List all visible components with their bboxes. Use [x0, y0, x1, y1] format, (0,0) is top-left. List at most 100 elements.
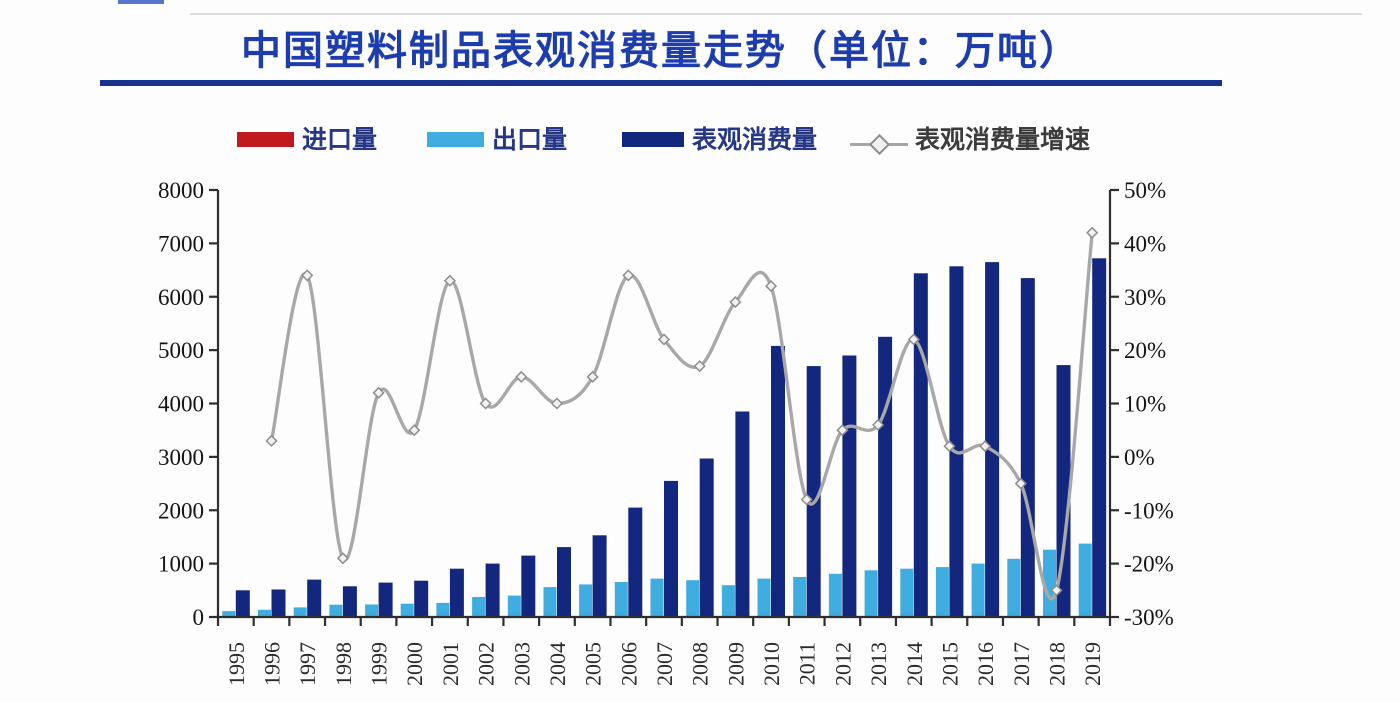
- bar-export-2001: [436, 602, 450, 617]
- bar-export-2011: [793, 577, 807, 617]
- bar-export-2013: [864, 570, 878, 617]
- growth-marker-2016: [979, 440, 992, 453]
- bar-export-2009: [721, 585, 735, 617]
- left-tick-label: 4000: [158, 392, 204, 417]
- bar-consumption-2002: [485, 563, 500, 617]
- growth-line: [269, 231, 1094, 601]
- growth-marker-2012: [836, 424, 849, 437]
- year-label: 1995: [224, 642, 249, 686]
- bar-consumption-2005: [592, 535, 607, 617]
- growth-marker-2010: [764, 280, 778, 293]
- growth-marker-2001: [443, 274, 456, 287]
- right-tick-label: 10%: [1124, 392, 1166, 417]
- year-label: 2015: [937, 642, 962, 686]
- bar-export-2016: [971, 563, 985, 617]
- growth-marker-2017: [1014, 477, 1027, 490]
- right-tick-label: 20%: [1124, 338, 1166, 363]
- growth-marker-2003: [515, 370, 528, 383]
- growth-marker-1999: [372, 386, 385, 399]
- bar-export-1998: [329, 604, 343, 617]
- year-label: 2019: [1080, 642, 1105, 686]
- legend-swatch-consumption: [622, 132, 684, 147]
- growth-marker-2019: [1086, 226, 1099, 239]
- left-tick-label: 0: [193, 605, 205, 630]
- bar-consumption-2010: [771, 345, 785, 617]
- bar-consumption-2017: [1020, 278, 1035, 617]
- growth-marker-1996: [265, 434, 278, 447]
- growth-marker-2007: [657, 333, 671, 346]
- axes-group: [209, 188, 1119, 626]
- growth-marker-1998: [336, 552, 349, 565]
- bar-export-2017: [1007, 558, 1021, 617]
- year-label: 1996: [260, 642, 285, 686]
- bar-consumption-2019: [1092, 258, 1107, 617]
- bar-consumption-2015: [949, 266, 964, 617]
- right-tick-label: 0%: [1124, 445, 1155, 470]
- bar-consumption-2014: [913, 273, 928, 617]
- legend-swatch-import: [237, 132, 294, 147]
- growth-marker-2008: [693, 360, 706, 373]
- bars-group: [222, 258, 1107, 617]
- year-label: 2000: [402, 642, 427, 686]
- left-tick-label: 5000: [158, 338, 204, 363]
- year-label: 1997: [295, 642, 320, 686]
- growth-marker-2005: [586, 370, 599, 383]
- year-label: 2014: [902, 642, 927, 686]
- right-tick-label: 30%: [1124, 285, 1166, 310]
- growth-marker-1997: [301, 269, 314, 282]
- year-label: 2012: [830, 642, 855, 686]
- right-tick-label: -20%: [1124, 552, 1174, 577]
- bar-consumption-2003: [521, 555, 536, 617]
- bar-consumption-2016: [985, 262, 1000, 617]
- right-tick-label: -10%: [1124, 498, 1174, 523]
- year-label: 2018: [1045, 642, 1070, 686]
- bar-export-2019: [1078, 543, 1092, 617]
- bar-export-1995: [222, 611, 236, 617]
- year-label: 2009: [723, 642, 748, 686]
- legend-label-export: 出口量: [492, 126, 568, 154]
- bar-consumption-1997: [307, 579, 322, 617]
- growth-marker-2009: [729, 296, 742, 309]
- bar-consumption-2009: [735, 411, 750, 617]
- left-tick-label: 8000: [158, 178, 204, 203]
- year-label: 2016: [973, 642, 998, 686]
- growth-marker-2014: [907, 333, 920, 346]
- right-tick-label: 50%: [1124, 178, 1166, 203]
- growth-marker-2004: [550, 397, 564, 410]
- bar-export-2010: [757, 578, 771, 617]
- right-tick-label: -30%: [1124, 605, 1174, 630]
- year-label: 2007: [652, 642, 677, 686]
- bar-export-1996: [258, 609, 271, 617]
- left-tick-label: 6000: [158, 285, 204, 310]
- bar-export-2008: [686, 580, 700, 617]
- page-title: 中国塑料制品表观消费量走势（单位：万吨）: [241, 29, 1081, 73]
- growth-line-group: [265, 226, 1099, 601]
- left-tick-label: 2000: [158, 498, 204, 523]
- growth-marker-2013: [872, 418, 885, 431]
- bar-export-1999: [365, 604, 379, 617]
- bar-consumption-2012: [842, 355, 857, 617]
- bar-export-2003: [507, 595, 521, 617]
- bar-export-2005: [579, 584, 593, 617]
- year-label: 2003: [509, 642, 534, 686]
- axis-labels-group: 0 1000 2000 3000 4000 5000 6000 7000 8000 -30% -20…: [158, 178, 1174, 686]
- bar-export-2004: [543, 587, 557, 617]
- right-tick-label: 40%: [1124, 231, 1166, 256]
- growth-marker-2006: [622, 269, 635, 282]
- year-label: 2017: [1009, 642, 1034, 686]
- bar-export-1997: [293, 607, 307, 617]
- left-tick-label: 3000: [158, 445, 204, 470]
- bar-consumption-2011: [806, 366, 821, 617]
- year-label: 2004: [545, 642, 570, 686]
- bar-consumption-2018: [1056, 365, 1071, 617]
- bar-consumption-1996: [271, 589, 286, 617]
- bar-consumption-2008: [699, 458, 714, 617]
- bar-consumption-2007: [664, 480, 678, 617]
- legend-label-consumption: 表观消费量: [692, 126, 818, 154]
- bar-consumption-2000: [414, 580, 429, 617]
- bar-export-2012: [828, 573, 842, 617]
- bar-export-2014: [900, 568, 914, 617]
- legend-swatch-export: [427, 132, 484, 147]
